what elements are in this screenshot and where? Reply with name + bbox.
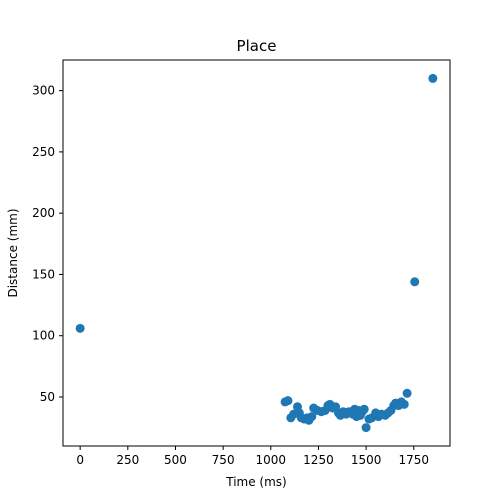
y-tick-label: 100 <box>32 329 55 343</box>
scatter-point <box>283 396 292 405</box>
x-tick-label: 1250 <box>303 453 334 467</box>
scatter-point <box>403 389 412 398</box>
points-layer <box>76 74 438 432</box>
x-tick-label: 1750 <box>399 453 430 467</box>
chart-title: Place <box>237 37 277 55</box>
x-tick-label: 1000 <box>256 453 287 467</box>
x-tick-label: 500 <box>164 453 187 467</box>
y-tick-label: 250 <box>32 145 55 159</box>
x-ticks: 0 250 500 750 1000 1250 1500 1750 <box>76 446 429 467</box>
axes-layer <box>63 60 450 446</box>
x-axis-label: Time (ms) <box>225 475 287 489</box>
scatter-point <box>362 423 371 432</box>
y-ticks: 50 100 150 200 250 300 <box>32 84 63 404</box>
y-tick-label: 300 <box>32 84 55 98</box>
x-tick-label: 250 <box>116 453 139 467</box>
scatter-point <box>76 324 85 333</box>
y-tick-label: 50 <box>40 390 55 404</box>
y-axis-label: Distance (mm) <box>6 208 20 297</box>
scatter-point <box>428 74 437 83</box>
scatter-point <box>400 400 409 409</box>
x-tick-label: 1500 <box>351 453 382 467</box>
y-tick-label: 150 <box>32 267 55 281</box>
scatter-point <box>410 277 419 286</box>
x-tick-label: 0 <box>76 453 84 467</box>
y-tick-label: 200 <box>32 206 55 220</box>
plot-frame <box>63 60 450 446</box>
x-tick-label: 750 <box>212 453 235 467</box>
scatter-point <box>360 405 369 414</box>
